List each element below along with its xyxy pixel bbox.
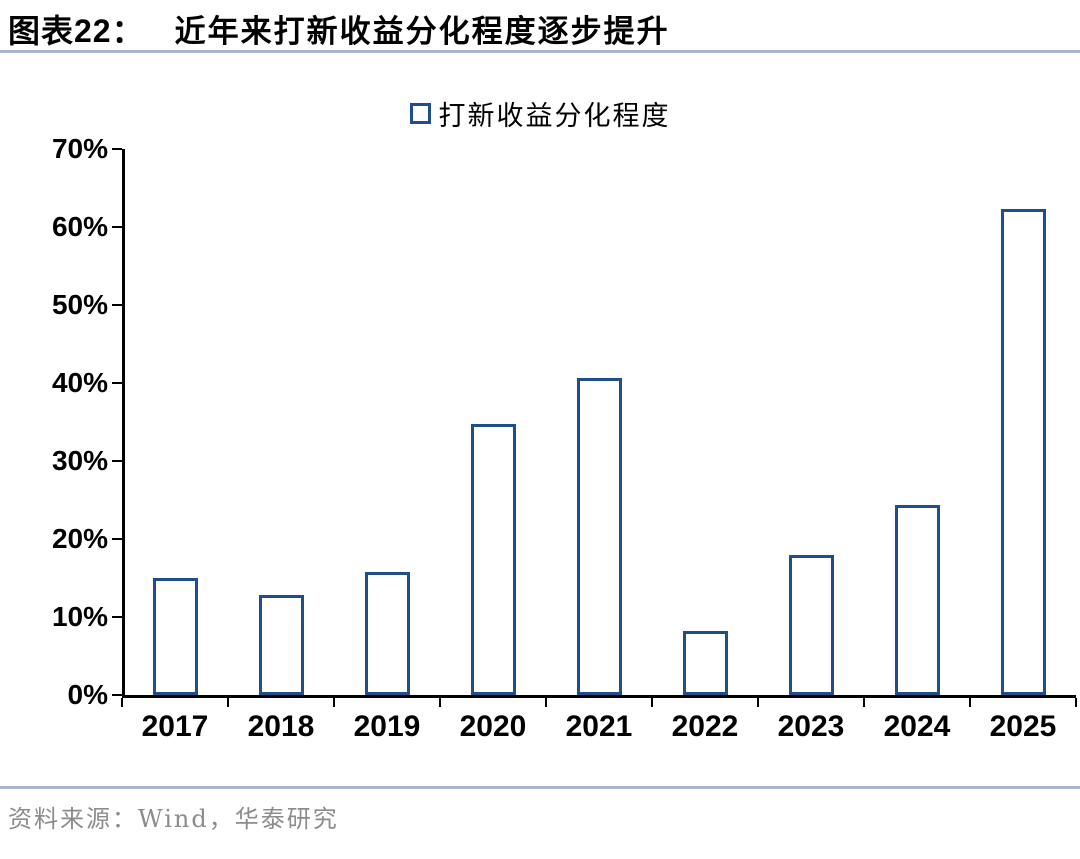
title-underline	[0, 50, 1080, 53]
plot-area	[112, 148, 1077, 707]
y-tick-0%	[112, 694, 122, 696]
x-tick-9	[1075, 698, 1077, 707]
figure-title: 近年来打新收益分化程度逐步提升	[174, 14, 670, 50]
x-label-2025: 2025	[989, 710, 1057, 743]
y-tick-20%	[112, 538, 122, 540]
x-tick-6	[757, 698, 759, 707]
source-divider	[0, 786, 1080, 789]
x-tick-3	[439, 698, 441, 707]
y-tick-label-70%: 70%	[51, 133, 108, 164]
x-label-2018: 2018	[247, 710, 315, 743]
figure-header: 图表22： 近年来打新收益分化程度逐步提升	[8, 6, 1072, 52]
bar-2020	[470, 423, 516, 695]
x-label-2020: 2020	[459, 710, 527, 743]
x-tick-5	[651, 698, 653, 707]
bar-2019	[364, 571, 410, 695]
x-label-2023: 2023	[777, 710, 845, 743]
y-tick-label-20%: 20%	[51, 523, 108, 554]
y-tick-40%	[112, 382, 122, 384]
x-axis-labels: 2017 2018 2019 2020 2021 2022 2023 2024 2025	[122, 710, 1076, 750]
source-text: 资料来源：Wind，华泰研究	[8, 805, 339, 833]
y-tick-label-0%: 0%	[67, 679, 108, 710]
x-tick-7	[863, 698, 865, 707]
y-axis-labels: 0% 10% 20% 30% 40% 50% 60% 70%	[0, 135, 108, 709]
bar-2023	[788, 554, 834, 695]
y-tick-70%	[112, 148, 122, 150]
y-tick-50%	[112, 304, 122, 306]
y-tick-label-10%: 10%	[51, 601, 108, 632]
x-tick-0	[121, 698, 123, 707]
y-tick-label-40%: 40%	[51, 367, 108, 398]
x-label-2024: 2024	[883, 710, 951, 743]
y-tick-10%	[112, 616, 122, 618]
x-tick-4	[545, 698, 547, 707]
bar-2024	[894, 505, 940, 695]
y-tick-label-50%: 50%	[51, 289, 108, 320]
x-tick-1	[227, 698, 229, 707]
bar-2018	[258, 595, 304, 695]
legend-hollow-square-icon	[409, 102, 431, 124]
x-label-2021: 2021	[565, 710, 633, 743]
bar-2022	[682, 631, 728, 695]
legend-label: 打新收益分化程度	[438, 100, 671, 132]
chart-legend: 打新收益分化程度	[0, 96, 1080, 132]
x-label-2017: 2017	[141, 710, 209, 743]
x-tick-2	[333, 698, 335, 707]
x-tick-8	[969, 698, 971, 707]
figure-number-label: 图表22：	[8, 13, 145, 49]
y-axis-line	[122, 149, 125, 698]
bar-2017	[152, 578, 198, 695]
x-axis-line	[122, 695, 1076, 698]
bar-2025	[1000, 209, 1046, 695]
x-label-2019: 2019	[353, 710, 421, 743]
y-tick-label-30%: 30%	[51, 445, 108, 476]
x-label-2022: 2022	[671, 710, 739, 743]
y-tick-60%	[112, 226, 122, 228]
bar-2021	[576, 378, 622, 695]
y-tick-label-60%: 60%	[51, 211, 108, 242]
y-tick-30%	[112, 460, 122, 462]
